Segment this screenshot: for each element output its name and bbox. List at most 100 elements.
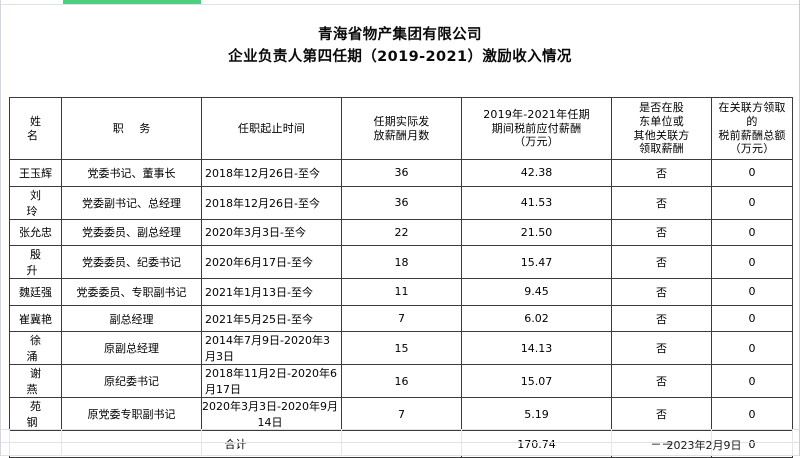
grid-line-v [201,429,202,456]
table-row: 苑 钢 原党委专职副书记 2020年3月3日-2020年9月14日 7 5.19… [9,397,793,432]
document-title: 青海省物产集团有限公司 企业负责人第四任期（2019-2021）激励收入情况 [1,24,799,69]
cell-shareholder-pay: 否 [611,245,712,280]
cell-shareholder-pay: 否 [611,304,712,333]
cell-related-total: 0 [711,185,793,220]
cell-shareholder-pay: 否 [611,397,712,432]
cell-shareholder-pay: 否 [611,159,712,187]
header-share-line-3: 其他关联方 [633,128,690,142]
header-share-line-2: 东单位或 [639,114,684,128]
cell-pay: 6.02 [461,304,612,333]
cell-related-total: 0 [711,218,793,247]
cell-pay: 15.07 [461,364,612,399]
cell-period: 2020年6月17日-至今 [201,245,342,280]
cell-related-total: 0 [711,331,793,366]
cell-months: 16 [341,364,462,399]
cell-months: 7 [341,397,462,432]
header-period: 任职起止时间 [201,97,342,160]
cell-name: 刘 玲 [9,185,62,220]
header-pay-line-2: 期间税前应付薪酬 [491,121,582,135]
table-row: 崔冀艳 副总经理 2021年5月25日-至今 7 6.02 否 0 [9,304,793,333]
header-shareholder-pay: 是否在股 东单位或 其他关联方 领取薪酬 [611,97,712,160]
table-row: 张允忠 党委委员、副总经理 2020年3月3日-至今 22 21.50 否 0 [9,218,793,247]
header-months-line-1: 任期实际发 [373,114,430,128]
grid-line-v [611,429,612,456]
cell-name: 殷 升 [9,245,62,280]
grid-line-v [711,429,712,456]
header-row: 姓 名 职 务 任职起止时间 任期实际发 放薪酬月数 2019年-2021年任期… [9,97,793,160]
total-pay: 170.74 [461,430,612,458]
cell-pay: 42.38 [461,159,612,187]
cell-pay: 21.50 [461,218,612,247]
cell-related-total: 0 [711,304,793,333]
compensation-table-wrapper: 姓 名 职 务 任职起止时间 任期实际发 放薪酬月数 2019年-2021年任期… [9,97,793,458]
cell-post: 党委委员、纪委书记 [61,245,202,280]
grid-line-v [792,429,793,456]
cell-shareholder-pay: 否 [611,331,712,366]
cell-related-total: 0 [711,364,793,399]
header-post: 职 务 [61,97,202,160]
header-months: 任期实际发 放薪酬月数 [341,97,462,160]
cell-months: 7 [341,304,462,333]
cell-months: 18 [341,245,462,280]
cell-months: 22 [341,218,462,247]
header-rel-line-3: （万元） [729,142,775,156]
cell-pay: 9.45 [461,278,612,306]
grid-line-v [341,429,342,456]
cell-post: 副总经理 [61,304,202,333]
cell-post: 原党委专职副书记 [61,397,202,432]
cell-shareholder-pay: 否 [611,278,712,306]
grid-line-h [1,429,799,430]
header-share-line-1: 是否在股 [639,101,684,114]
grid-line-v [61,429,62,456]
total-shareholder-pay: －－ [611,430,712,458]
cell-months: 15 [341,331,462,366]
cell-shareholder-pay: 否 [611,218,712,247]
grid-line-v [461,429,462,456]
cell-name: 魏廷强 [9,278,62,306]
cell-period: 2018年12月26日-至今 [201,159,342,187]
title-line-2: 企业负责人第四任期（2019-2021）激励收入情况 [228,49,572,66]
cell-name: 张允忠 [9,218,62,247]
header-rel-line-1: 在关联方领取的 [718,101,786,128]
cell-post: 党委书记、董事长 [61,159,202,187]
cell-post: 原副总经理 [61,331,202,366]
header-name: 姓 名 [9,97,62,160]
cell-pay: 41.53 [461,185,612,220]
cell-months: 11 [341,278,462,306]
footer-date: 2023年2月9日 [666,439,742,452]
table-body: 王玉辉 党委书记、董事长 2018年12月26日-至今 36 42.38 否 0… [9,159,793,458]
table-header: 姓 名 职 务 任职起止时间 任期实际发 放薪酬月数 2019年-2021年任期… [9,97,793,160]
cell-shareholder-pay: 否 [611,364,712,399]
cell-related-total: 0 [711,159,793,187]
table-row: 谢 燕 原纪委书记 2018年11月2日-2020年6月17日 16 15.07… [9,364,793,399]
header-pay-line-1: 2019年-2021年任期 [483,107,590,121]
total-row: 合计 170.74 －－ 0 [9,430,793,458]
cell-post: 党委副书记、总经理 [61,185,202,220]
header-share-line-4: 领取薪酬 [639,142,684,156]
cell-pay: 5.19 [461,397,612,432]
header-pay-line-3: （万元） [514,135,559,149]
cell-post: 党委委员、副总经理 [61,218,202,247]
header-months-line-2: 放薪酬月数 [373,128,430,142]
cell-months: 36 [341,185,462,220]
header-rel-line-2: 税前薪酬总额 [718,128,786,142]
top-divider [1,4,799,5]
grid-line-v [9,429,10,456]
cell-related-total: 0 [711,278,793,306]
cell-name: 苑 钢 [9,397,62,432]
cell-period: 2021年5月25日-至今 [201,304,342,333]
cell-months: 36 [341,159,462,187]
cell-pay: 14.13 [461,331,612,366]
table-row: 王玉辉 党委书记、董事长 2018年12月26日-至今 36 42.38 否 0 [9,159,793,187]
table-row: 殷 升 党委委员、纪委书记 2020年6月17日-至今 18 15.47 否 0 [9,245,793,280]
total-related: 0 [711,430,793,458]
cell-name: 谢 燕 [9,364,62,399]
cell-pay: 15.47 [461,245,612,280]
cell-related-total: 0 [711,397,793,432]
selection-indicator-bar [63,0,201,4]
table-row: 魏廷强 党委委员、专职副书记 2021年1月13日-至今 11 9.45 否 0 [9,278,793,306]
header-pretax-pay: 2019年-2021年任期 期间税前应付薪酬 （万元） [461,97,612,160]
table-row: 徐 涌 原副总经理 2014年7月9日-2020年3月3日 15 14.13 否… [9,331,793,366]
cell-period: 2018年12月26日-至今 [201,185,342,220]
